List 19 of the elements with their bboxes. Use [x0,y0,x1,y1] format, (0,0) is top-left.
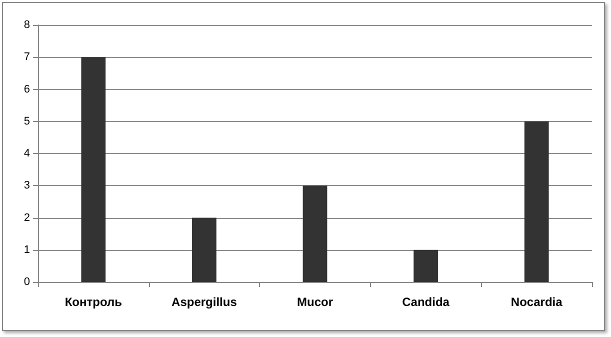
y-tick-label: 4 [24,148,30,160]
y-tick-label: 0 [24,276,30,288]
y-tick-label: 6 [24,83,30,96]
x-tick-label: Nocardia [510,295,563,309]
bar [81,57,106,282]
y-tick-label: 3 [24,180,30,192]
bar [302,186,328,282]
x-tick-label: Aspergillus [172,295,238,309]
x-tick-label: Candida [402,295,450,309]
bar [524,121,549,282]
y-tick-label: 1 [24,244,30,256]
y-tick-label: 5 [24,115,30,128]
bar [192,218,216,282]
x-tick-label: Mucor [297,295,334,309]
bar [414,250,438,282]
y-tick-label: 8 [24,19,30,31]
y-tick-label: 2 [24,212,30,224]
x-tick-label: Контроль [64,295,122,309]
y-tick-label: 7 [24,51,30,64]
